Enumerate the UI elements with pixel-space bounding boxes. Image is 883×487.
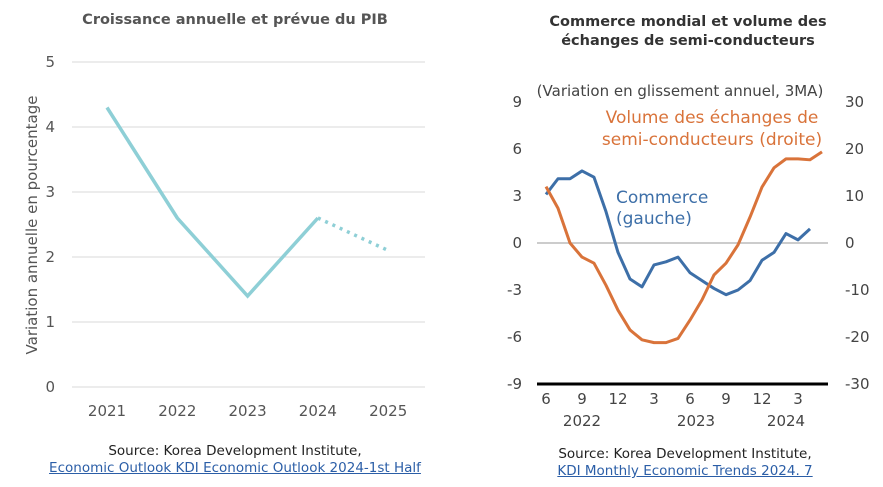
y-tick-label: 5 — [45, 53, 55, 71]
year-label: 2023 — [677, 412, 715, 430]
y-tick-label: 4 — [45, 118, 55, 136]
x-tick-label: 12 — [608, 390, 627, 408]
right-y-tick-label: -10 — [845, 281, 870, 299]
gdp-chart: Croissance annuelle et prévue du PIB Var… — [23, 12, 425, 420]
x-tick-label: 6 — [541, 390, 551, 408]
x-tick-label: 2022 — [158, 402, 196, 420]
year-label: 2022 — [563, 412, 601, 430]
x-tick-label: 2023 — [229, 402, 267, 420]
right-y-tick-label: -30 — [845, 375, 870, 393]
trade-chart: Commerce mondial et volume des échanges … — [507, 14, 869, 430]
right-y-tick-label: -20 — [845, 328, 870, 346]
x-tick-label: 6 — [685, 390, 695, 408]
semi-legend-line2: semi-conducteurs (droite) — [602, 130, 822, 150]
trade-chart-title-line2: échanges de semi-conducteurs — [561, 33, 815, 49]
semiconductor-line — [544, 150, 823, 345]
gdp-y-axis-label: Variation annuelle en pourcentage — [23, 96, 41, 355]
gdp-source: Source: Korea Development Institute, Eco… — [20, 443, 450, 477]
semi-legend-line1: Volume des échanges de — [606, 108, 819, 128]
gdp-source-label: Source: Korea Development Institute, — [108, 443, 362, 459]
year-label: 2024 — [767, 412, 805, 430]
left-y-tick-label: -6 — [507, 328, 522, 346]
trade-legend-line1: Commerce — [616, 188, 708, 208]
trade-legend-line2: (gauche) — [616, 209, 692, 229]
right-y-tick-label: 0 — [845, 234, 855, 252]
left-y-tick-label: 3 — [512, 187, 522, 205]
right-y-tick-label: 20 — [845, 140, 864, 158]
left-y-tick-label: 9 — [512, 93, 522, 111]
x-tick-label: 2021 — [88, 402, 126, 420]
right-y-tick-label: 10 — [845, 187, 864, 205]
x-tick-label: 9 — [577, 390, 587, 408]
gdp-source-link[interactable]: Economic Outlook KDI Economic Outlook 20… — [49, 460, 421, 476]
x-tick-label: 3 — [649, 390, 659, 408]
trade-source-label: Source: Korea Development Institute, — [558, 446, 812, 462]
y-tick-label: 3 — [45, 183, 55, 201]
trade-source-link[interactable]: KDI Monthly Economic Trends 2024. 7 — [557, 463, 813, 479]
gdp-actual-line — [105, 106, 320, 299]
trade-chart-subtitle: (Variation en glissement annuel, 3MA) — [537, 82, 824, 100]
y-tick-label: 1 — [45, 313, 55, 331]
x-tick-label: 12 — [752, 390, 771, 408]
trade-chart-title-line1: Commerce mondial et volume des — [549, 14, 826, 30]
x-tick-label: 3 — [793, 390, 803, 408]
trade-source: Source: Korea Development Institute, KDI… — [470, 446, 883, 480]
left-y-tick-label: -9 — [507, 375, 522, 393]
y-tick-label: 0 — [45, 378, 55, 396]
y-tick-label: 2 — [45, 248, 55, 266]
left-y-tick-label: 6 — [512, 140, 522, 158]
gdp-chart-title: Croissance annuelle et prévue du PIB — [82, 12, 388, 28]
left-y-tick-label: -3 — [507, 281, 522, 299]
right-y-tick-label: 30 — [845, 93, 864, 111]
x-tick-label: 2024 — [299, 402, 337, 420]
trade-line — [544, 169, 812, 297]
left-y-tick-label: 0 — [512, 234, 522, 252]
gdp-forecast-line — [317, 216, 389, 253]
x-tick-label: 2025 — [369, 402, 407, 420]
x-tick-label: 9 — [721, 390, 731, 408]
